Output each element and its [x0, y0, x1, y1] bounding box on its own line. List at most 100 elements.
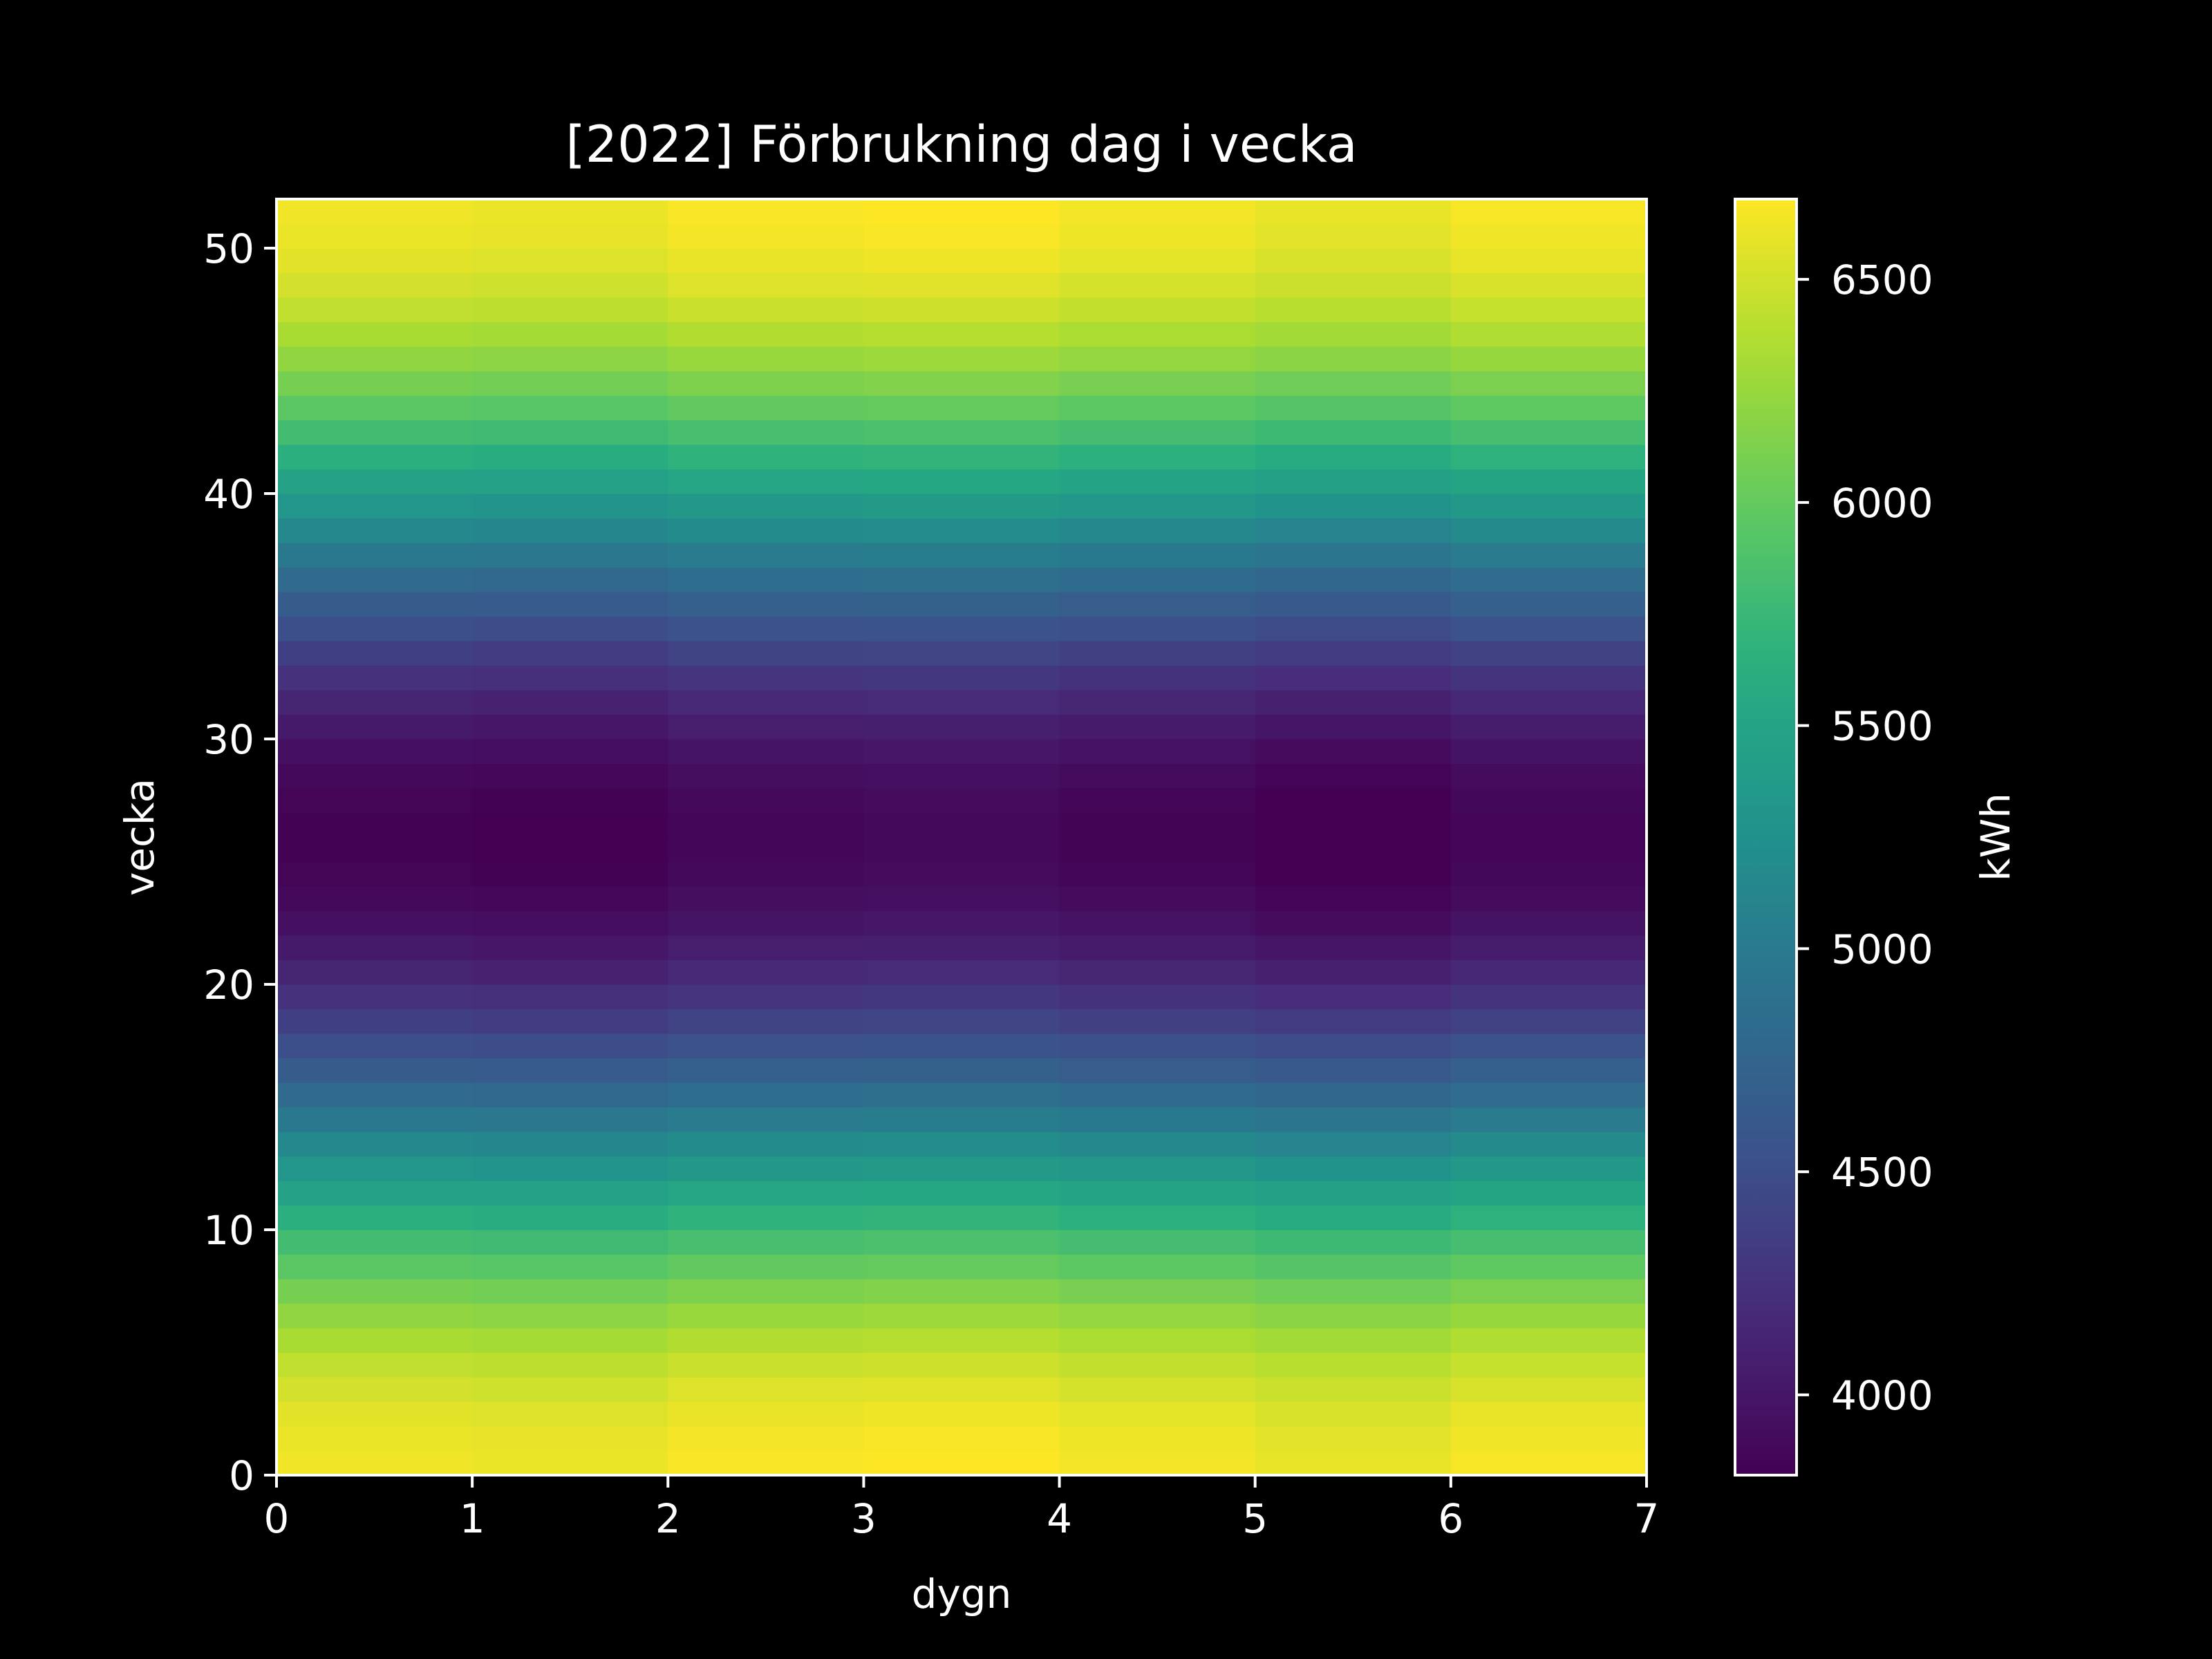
- y-axis: 0 10 20 30 40 50: [203, 225, 276, 1499]
- heatmap-cell: [668, 1303, 865, 1329]
- heatmap-cell: [668, 272, 865, 298]
- heatmap-cell: [472, 223, 668, 249]
- heatmap-cell: [276, 1082, 473, 1108]
- heatmap-cell: [1059, 199, 1256, 225]
- heatmap-cell: [276, 959, 473, 985]
- heatmap-cell: [1450, 1279, 1647, 1304]
- heatmap-cell: [1059, 690, 1256, 715]
- heatmap-cell: [668, 1156, 865, 1181]
- colorbar-tick-label: 5500: [1831, 703, 1933, 750]
- heatmap-cell: [472, 1156, 668, 1181]
- heatmap-cell: [863, 788, 1060, 814]
- heatmap-cell: [1059, 1132, 1256, 1157]
- heatmap-cell: [1059, 1107, 1256, 1132]
- colorbar-tick-label: 4000: [1831, 1372, 1933, 1419]
- heatmap-cell: [276, 1033, 473, 1059]
- heatmap-cell: [1059, 665, 1256, 691]
- y-tick-label: 10: [203, 1207, 254, 1254]
- heatmap-cell: [472, 1352, 668, 1378]
- heatmap-cell: [276, 886, 473, 912]
- heatmap-cell: [1450, 420, 1647, 445]
- heatmap-cell: [276, 469, 473, 494]
- colorbar-tick-label: 4500: [1831, 1149, 1933, 1196]
- heatmap-cell: [1059, 1033, 1256, 1059]
- heatmap-cell: [472, 714, 668, 740]
- heatmap-cell: [668, 935, 865, 961]
- heatmap-cell: [863, 469, 1060, 494]
- heatmap-cell: [472, 1107, 668, 1132]
- heatmap-cell: [1059, 1328, 1256, 1353]
- heatmap-cell: [472, 616, 668, 641]
- heatmap-cell: [276, 1426, 473, 1452]
- heatmap-cell: [668, 812, 865, 838]
- heatmap-cell: [1255, 739, 1452, 765]
- heatmap-cell: [1059, 641, 1256, 666]
- heatmap-cell: [472, 1181, 668, 1206]
- heatmap-cell: [863, 1132, 1060, 1157]
- heatmap-cell: [863, 1107, 1060, 1132]
- heatmap-cell: [472, 861, 668, 887]
- heatmap-cell: [1450, 959, 1647, 985]
- heatmap-cell: [1255, 1205, 1452, 1230]
- heatmap-cell: [1255, 1181, 1452, 1206]
- heatmap-cell: [1059, 272, 1256, 298]
- heatmap-cell: [863, 346, 1060, 372]
- heatmap-cell: [1059, 959, 1256, 985]
- heatmap-cell: [1450, 763, 1647, 789]
- heatmap-cell: [276, 935, 473, 961]
- heatmap-cell: [863, 1156, 1060, 1181]
- heatmap-cell: [1059, 788, 1256, 814]
- heatmap-cell: [1450, 1352, 1647, 1378]
- heatmap-cell: [668, 371, 865, 396]
- heatmap-cell: [276, 567, 473, 592]
- heatmap-cell: [1255, 714, 1452, 740]
- heatmap-cell: [668, 886, 865, 912]
- heatmap-cell: [863, 248, 1060, 274]
- heatmap-cell: [276, 763, 473, 789]
- heatmap-cell: [863, 223, 1060, 249]
- heatmap-cell: [472, 567, 668, 592]
- heatmap-cell: [1059, 1401, 1256, 1427]
- heatmap-cell: [1450, 543, 1647, 568]
- heatmap-cell: [1450, 1181, 1647, 1206]
- heatmap-cell: [1255, 592, 1452, 617]
- heatmap-cell: [1255, 665, 1452, 691]
- heatmap-cell: [1059, 567, 1256, 592]
- heatmap-cell: [668, 395, 865, 421]
- heatmap-cell: [1255, 690, 1452, 715]
- heatmap-cell: [1059, 1230, 1256, 1255]
- heatmap-cell: [863, 665, 1060, 691]
- heatmap-cell: [668, 469, 865, 494]
- heatmap-cell: [863, 518, 1060, 543]
- heatmap-cell: [668, 1426, 865, 1452]
- colorbar-axis: 4000 4500 5000 5500 6000 6500: [1797, 256, 1933, 1419]
- heatmap-cell: [668, 1279, 865, 1304]
- heatmap-cell: [1450, 223, 1647, 249]
- heatmap-cell: [668, 518, 865, 543]
- heatmap-cell: [276, 592, 473, 617]
- heatmap-cell: [1255, 346, 1452, 372]
- heatmap-cell: [1450, 812, 1647, 838]
- heatmap-cell: [276, 494, 473, 519]
- heatmap-cell: [276, 861, 473, 887]
- heatmap-cell: [863, 1082, 1060, 1108]
- heatmap-cell: [1059, 739, 1256, 765]
- heatmap-cell: [1059, 469, 1256, 494]
- heatmap-cell: [1450, 1254, 1647, 1280]
- heatmap-cell: [1059, 1058, 1256, 1083]
- x-tick-label: 1: [460, 1495, 485, 1542]
- heatmap-cell: [472, 592, 668, 617]
- colorbar-label: kWh: [1972, 793, 2019, 881]
- heatmap-cell: [1059, 1426, 1256, 1452]
- heatmap-cell: [276, 272, 473, 298]
- heatmap-cell: [1059, 1377, 1256, 1403]
- heatmap-cell: [668, 739, 865, 765]
- heatmap-cell: [668, 1082, 865, 1108]
- heatmap-cell: [1059, 1009, 1256, 1034]
- heatmap-cell: [863, 444, 1060, 470]
- heatmap-cell: [276, 297, 473, 323]
- heatmap-cell: [863, 1254, 1060, 1280]
- colorbar-tick-label: 6500: [1831, 256, 1933, 303]
- heatmap-cell: [276, 1352, 473, 1378]
- heatmap-cell: [1255, 1279, 1452, 1304]
